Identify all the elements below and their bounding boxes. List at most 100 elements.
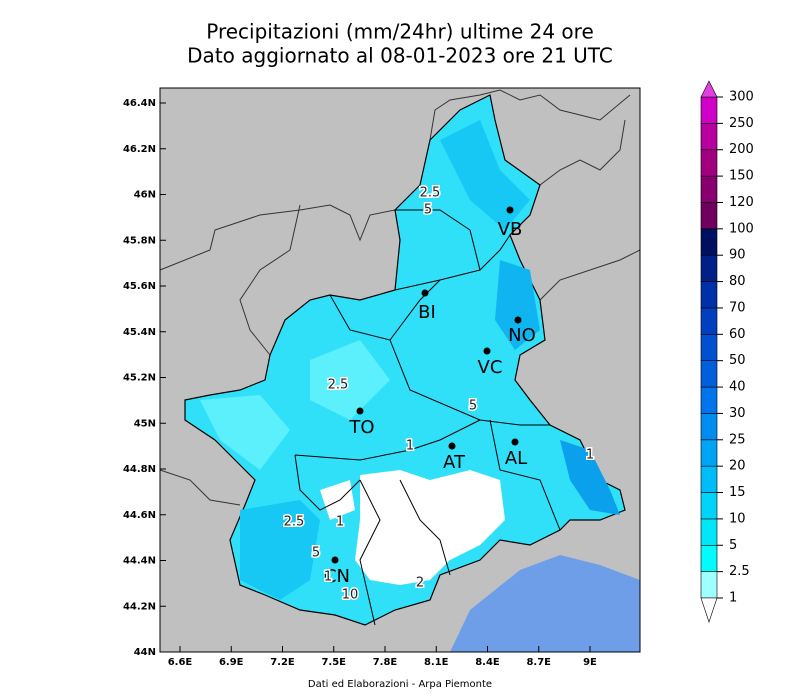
colorbar-label: 30 [729, 406, 746, 421]
colorbar-label: 100 [729, 221, 754, 236]
lat-label: 45.6N [123, 281, 156, 292]
dry-area [320, 480, 355, 520]
rain-shades [200, 120, 620, 600]
contour-label: 1 [336, 515, 344, 530]
city-label: NO [508, 325, 536, 346]
lat-label: 45N [134, 418, 156, 429]
lon-label: 7.5E [321, 657, 346, 668]
title-line: Precipitazioni (mm/24hr) ultime 24 ore [206, 20, 594, 44]
contour-label: 5 [424, 203, 432, 218]
colorbar-swatch [700, 439, 718, 467]
colorbar-swatch [700, 307, 718, 335]
colorbar-label: 60 [729, 327, 746, 342]
contour-label: 10 [342, 588, 359, 603]
city-label: AT [443, 452, 466, 473]
lat-label: 46.4N [123, 98, 156, 109]
lon-label: 8.4E [475, 657, 500, 668]
contour-label: 2 [416, 576, 424, 591]
city-label: AL [505, 448, 527, 469]
city-label: TO [348, 417, 374, 438]
colorbar-swatch [700, 202, 718, 230]
colorbar-label: 1 [729, 591, 737, 606]
colorbar-label: 20 [729, 459, 746, 474]
colorbar-label: 50 [729, 353, 746, 368]
colorbar-swatch [700, 492, 718, 520]
lat-label: 44.2N [123, 601, 156, 612]
colorbar-swatch [700, 518, 718, 546]
city-dot [506, 206, 514, 214]
contour-label: 2.5 [328, 378, 349, 393]
colorbar-label: 5 [729, 538, 737, 553]
lon-label: 8.7E [526, 657, 551, 668]
lat-label: 44N [134, 647, 156, 658]
province-borders [294, 209, 561, 626]
colorbar-swatch [700, 386, 718, 414]
lat-label: 44.8N [123, 464, 156, 475]
colorbar-top [700, 80, 718, 98]
colorbar-swatch [700, 465, 718, 493]
contour-label: 5 [312, 546, 320, 561]
lat-label: 45.8N [123, 235, 156, 246]
colorbar-label: 150 [729, 169, 754, 184]
colorbar-label: 250 [729, 116, 754, 131]
lat-label: 45.2N [123, 373, 156, 384]
colorbar-swatch [700, 544, 718, 572]
city-label: VB [498, 219, 523, 240]
city-dot [331, 556, 339, 564]
colorbar-swatch [700, 123, 718, 151]
city-label: VC [478, 357, 503, 378]
colorbar-swatch [700, 334, 718, 361]
city-label: CN [324, 566, 350, 587]
city-dot [356, 407, 364, 415]
colorbar-label: 15 [729, 485, 746, 500]
lat-label: 44.6N [123, 510, 156, 521]
lat-label: 45.4N [123, 327, 156, 338]
colorbar-label: 120 [729, 195, 754, 210]
lat-label: 44.4N [123, 556, 156, 567]
colorbar-bottom [700, 597, 718, 623]
colorbar-label: 10 [729, 511, 746, 526]
colorbar-label: 80 [729, 274, 746, 289]
colorbar-swatch [700, 571, 718, 599]
colorbar-swatch [700, 413, 718, 441]
colorbar-swatch [700, 175, 718, 203]
title-line: Dato aggiornato al 08-01-2023 ore 21 UTC [187, 44, 613, 68]
footer: Dati ed Elaborazioni - Arpa Piemonte [308, 679, 492, 690]
colorbar-swatch [700, 360, 718, 388]
city-dot [514, 316, 522, 324]
colorbar-label: 300 [729, 90, 754, 105]
map-frame [159, 87, 641, 653]
lon-label: 7.2E [270, 657, 295, 668]
lon-label: 6.9E [219, 657, 244, 668]
colorbar-label: 2.5 [729, 564, 750, 579]
colorbar-swatch [700, 228, 718, 256]
city-dot [483, 347, 491, 355]
lat-label: 46.2N [123, 144, 156, 155]
colorbar-label: 40 [729, 380, 746, 395]
contour-label: 2.5 [420, 186, 441, 201]
region [184, 94, 626, 626]
lat-label: 46N [134, 190, 156, 201]
contour-label: 5 [469, 399, 477, 414]
contour-label: 2.5 [284, 515, 305, 530]
lon-label: 7.8E [373, 657, 398, 668]
colorbar-label: 90 [729, 248, 746, 263]
contour-label: 1 [324, 570, 332, 585]
lon-label: 6.6E [168, 657, 193, 668]
colorbar-swatch [700, 149, 718, 177]
contour-label: 1 [406, 439, 414, 454]
city-label: BI [418, 302, 436, 323]
colorbar-label: 200 [729, 142, 754, 157]
colorbar-swatch [700, 281, 718, 309]
contour-label: 1 [586, 448, 594, 463]
lon-label: 8.1E [424, 657, 449, 668]
colorbar-swatch [700, 254, 718, 282]
colorbar-label: 70 [729, 300, 746, 315]
sea [450, 555, 640, 652]
city-dot [448, 442, 456, 450]
city-dot [421, 289, 429, 297]
colorbar-label: 25 [729, 432, 746, 447]
city-dot [511, 438, 519, 446]
dry-area [355, 470, 505, 585]
